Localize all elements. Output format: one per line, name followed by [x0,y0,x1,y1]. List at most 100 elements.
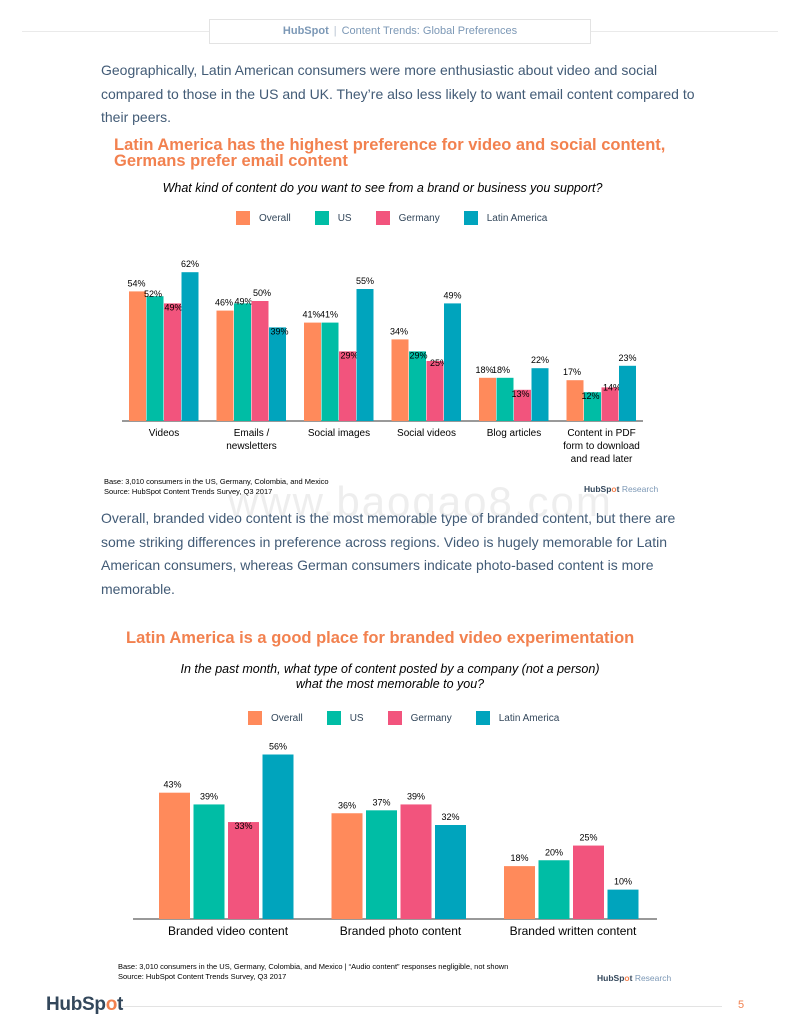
legend-swatch [314,211,329,225]
category-label: form to download [563,441,640,452]
bar-content-in-pdf-form-to-download-and-read-later-latin-america [619,365,636,421]
bar-videos-germany [164,303,181,421]
bar-branded-photo-content-us [366,810,397,919]
legend-label: Latin America [498,712,560,724]
data-label: 29% [340,350,358,360]
chart2-title: Latin America is a good place for brande… [126,629,635,647]
data-label: 56% [269,742,287,752]
legend-item-latin-america: Latin America [475,711,560,725]
chart2-notes: Base: 3,010 consumers in the US, Germany… [118,962,508,982]
category-label: and read later [571,454,633,465]
bar-blog-articles-overall [479,377,496,421]
data-label: 32% [441,812,459,822]
data-label: 62% [181,259,199,269]
watermark: www.baogao8.com [228,478,613,525]
legend-label: Germany [410,712,452,724]
bar-branded-video-content-latin-america [262,754,294,919]
data-label: 14% [603,382,621,392]
data-label: 39% [270,326,288,336]
header-brand: HubSpot [282,25,329,37]
data-label: 25% [579,833,597,843]
bar-branded-video-content-germany [228,822,259,919]
data-label: 49% [443,290,461,300]
memorable-paragraph: Overall, branded video content is the mo… [101,510,676,597]
legend-item-overall: Overall [248,711,303,725]
chart2-legend: Overall US Germany Latin America [248,711,559,725]
chart2-question-line1: In the past month, what type of content … [180,662,600,676]
page-header: HubSpot | Content Trends: Global Preferenc… [209,19,591,44]
bar-emails-newsletters-latin-america [269,327,286,421]
chart1-legend: Overall US Germany Latin America [236,211,547,225]
legend-swatch [236,211,250,225]
category-label: Emails / [234,428,270,439]
legend-label: Latin America [486,212,548,224]
data-label: 39% [407,791,425,801]
header-title: Content Trends: Global Preferences [341,25,518,37]
data-label: 49% [164,302,182,312]
bar-branded-written-content-latin-america [607,889,639,919]
footer-hubspot-logo: HubSpot [46,994,124,1015]
data-label: 29% [409,350,427,360]
data-label: 41% [320,310,338,320]
page-number: 5 [738,999,745,1011]
legend-label: US [337,212,352,224]
chart1-notes: Base: 3,010 consumers in the US, Germany… [104,477,329,497]
legend-item-germany: Germany [375,211,440,225]
data-label: 18% [475,365,493,375]
chart2-question-line2: what the most memorable to you? [295,677,485,691]
bar-branded-photo-content-latin-america [435,825,466,919]
bar-social-images-us [321,322,339,421]
legend-label: Germany [398,212,440,224]
data-label: 50% [253,288,271,298]
data-label: 20% [545,847,563,857]
legend-swatch [387,711,402,725]
data-label: 46% [215,298,233,308]
bar-blog-articles-latin-america [531,368,549,421]
legend-item-overall: Overall [236,211,291,225]
data-label: 54% [127,278,145,288]
bar-social-videos-overall [391,339,409,421]
category-label: Branded photo content [340,924,462,938]
bar-branded-photo-content-germany [400,804,432,919]
chart2-base: Base: 3,010 consumers in the US, Germany… [118,962,509,971]
chart1-title: Latin America has the highest preference… [114,136,666,170]
bar-social-videos-latin-america [444,303,461,421]
legend-item-us: US [326,711,364,725]
data-label: 25% [430,358,448,368]
data-label: 41% [302,310,320,320]
chart2-question: In the past month, what type of content … [160,662,620,692]
bar-social-videos-germany [426,361,444,421]
legend-swatch [463,211,478,225]
legend-swatch [475,711,490,725]
legend-label: Overall [259,212,291,224]
legend-item-us: US [314,211,352,225]
bar-social-images-germany [339,351,356,421]
data-label: 33% [234,821,252,831]
data-label: 34% [390,326,408,336]
bar-content-in-pdf-form-to-download-and-read-later-us [584,392,601,421]
legend-swatch [248,711,262,725]
bar-branded-video-content-overall [159,792,190,919]
bar-blog-articles-us [496,377,514,421]
chart2-hubspot-research-logo: HubSpot Research [597,973,672,983]
bar-branded-video-content-us [193,804,225,919]
data-label: 55% [356,276,374,286]
chart1-question: What kind of content do you want to see … [162,181,603,195]
data-label: 37% [372,797,390,807]
data-label: 10% [614,877,632,887]
bar-emails-newsletters-germany [251,301,269,421]
bar-videos-latin-america [181,272,199,421]
data-label: 23% [618,353,636,363]
category-label: Social videos [397,428,456,439]
bar-blog-articles-germany [514,389,531,421]
data-label: 22% [531,355,549,365]
footer-rule [122,1006,722,1007]
chart1-source: Source: HubSpot Content Trends Survey, Q… [104,487,273,496]
header-separator: | [333,25,337,37]
data-label: 49% [234,296,252,306]
chart1-hubspot-research-logo: HubSpot Research [584,484,659,494]
category-label: Content in PDF [567,428,635,439]
legend-item-germany: Germany [387,711,452,725]
data-label: 18% [510,853,528,863]
data-label: 13% [511,389,529,399]
